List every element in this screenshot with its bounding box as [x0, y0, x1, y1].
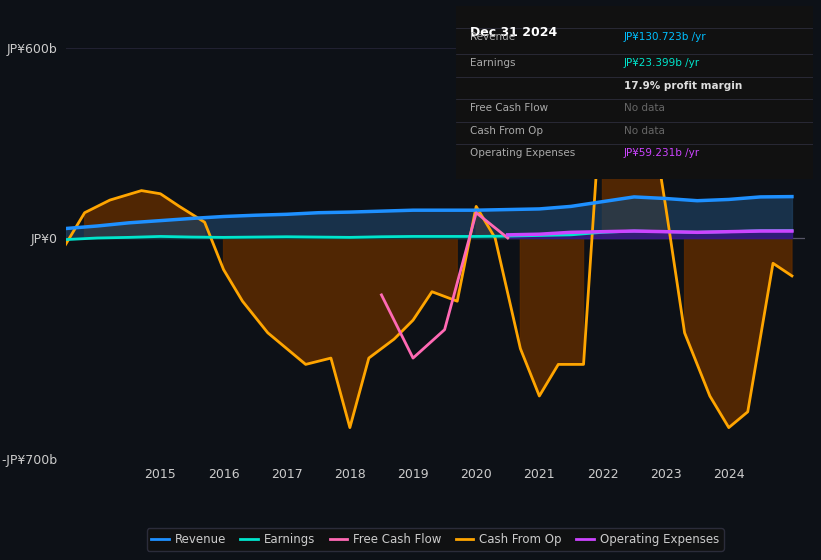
- Text: JP¥130.723b /yr: JP¥130.723b /yr: [623, 32, 706, 42]
- Text: Revenue: Revenue: [470, 32, 515, 42]
- Legend: Revenue, Earnings, Free Cash Flow, Cash From Op, Operating Expenses: Revenue, Earnings, Free Cash Flow, Cash …: [147, 528, 723, 550]
- Text: Operating Expenses: Operating Expenses: [470, 148, 576, 158]
- Text: 17.9% profit margin: 17.9% profit margin: [623, 81, 741, 91]
- Text: Free Cash Flow: Free Cash Flow: [470, 103, 548, 113]
- Text: Cash From Op: Cash From Op: [470, 126, 543, 136]
- Text: No data: No data: [623, 103, 664, 113]
- Text: JP¥59.231b /yr: JP¥59.231b /yr: [623, 148, 699, 158]
- Text: Dec 31 2024: Dec 31 2024: [470, 26, 557, 39]
- Text: JP¥23.399b /yr: JP¥23.399b /yr: [623, 58, 699, 68]
- Text: Earnings: Earnings: [470, 58, 516, 68]
- Text: No data: No data: [623, 126, 664, 136]
